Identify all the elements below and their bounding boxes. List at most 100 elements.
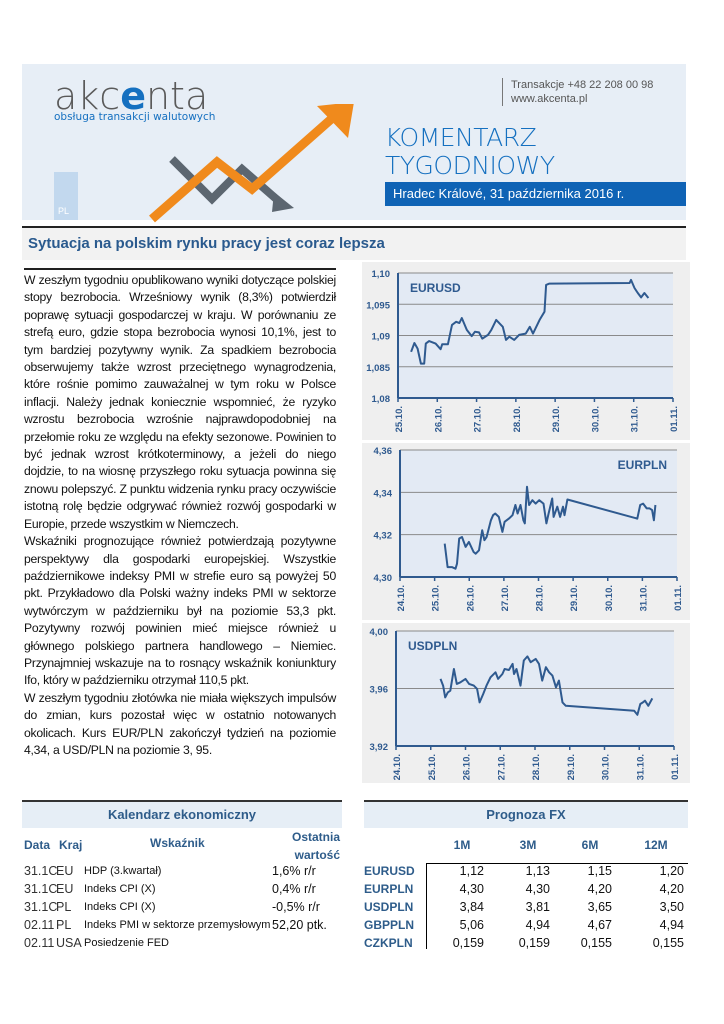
- x-tick-label: 25.10.: [394, 406, 405, 432]
- cell-date: 31.1C: [24, 900, 58, 914]
- y-tick-label: 1,09: [372, 332, 391, 343]
- cell-forecast-value: 1,12: [459, 864, 484, 878]
- cell-forecast-value: 4,94: [659, 918, 684, 932]
- x-tick-label: 25.10.: [431, 585, 442, 611]
- chart-title: EURPLN: [618, 458, 667, 472]
- table-row: EURUSD 1,12 1,13 1,15 1,20: [364, 864, 688, 882]
- x-tick-label: 31.10.: [635, 754, 646, 780]
- col-header-last-line1: Ostatnia: [291, 830, 340, 844]
- x-tick-label: 31.10.: [630, 406, 641, 432]
- header-banner: akcenta obsługa transakcji walutowych Tr…: [22, 64, 686, 223]
- x-tick-label: 28.10.: [512, 406, 523, 432]
- x-tick-label: 26.10.: [433, 406, 444, 432]
- cell-forecast-value: 3,81: [525, 900, 550, 914]
- y-tick-label: 4,00: [370, 627, 389, 638]
- cell-country: PL: [56, 918, 72, 932]
- col-header-6m: 6M: [581, 838, 599, 852]
- cell-forecast-value: 4,67: [587, 918, 612, 932]
- col-header-12m: 12M: [644, 838, 668, 852]
- cell-date: 02.11: [24, 936, 55, 950]
- y-tick-label: 4,36: [374, 446, 393, 457]
- cell-pair: USDPLN: [364, 900, 414, 914]
- x-tick-label: 27.10.: [500, 585, 511, 611]
- gray-arrowhead: [272, 192, 294, 212]
- forecast-title: Prognoza FX: [364, 800, 688, 828]
- calendar-title: Kalendarz ekonomiczny: [22, 800, 342, 828]
- cell-country: USA: [56, 936, 82, 950]
- cell-country: PL: [56, 900, 72, 914]
- x-tick-label: 01.11.: [673, 585, 684, 611]
- y-tick-label: 1,10: [372, 269, 391, 280]
- x-tick-label: 24.10.: [396, 585, 407, 611]
- series-line-eurpln: [443, 485, 657, 570]
- x-tick-label: 25.10.: [427, 754, 438, 780]
- table-row: EURPLN 4,30 4,30 4,20 4,20: [364, 882, 688, 900]
- contact-phone: Transakcje +48 22 208 00 98: [511, 79, 654, 91]
- table-row: 31.1C EU Indeks CPI (X) 0,4% r/r: [22, 882, 342, 900]
- x-tick-label: 30.10.: [590, 406, 601, 432]
- cell-value: -0,5% r/r: [272, 900, 320, 914]
- cell-forecast-value: 4,20: [659, 882, 684, 896]
- x-tick-label: 27.10.: [473, 406, 484, 432]
- article-paragraph: W zeszłym tygodniu złotówka nie miała wi…: [24, 690, 336, 757]
- cell-pair: EURUSD: [364, 864, 415, 878]
- y-tick-label: 3,96: [370, 685, 389, 696]
- col-header-last-line2: wartość: [294, 848, 340, 862]
- table-row: 02.11 PL Indeks PMI w sektorze przemysłowy…: [22, 918, 342, 936]
- eurusd-chart-panel: 1,08 1,085 1,09 1,095 1,10 25.10. 26.10. 27.10.…: [362, 262, 690, 440]
- orange-arrowhead: [317, 104, 354, 138]
- cell-forecast-value: 1,20: [659, 864, 684, 878]
- cell-value: 0,4% r/r: [272, 882, 316, 896]
- col-header-indicator: Wskaźnik: [150, 836, 205, 850]
- cell-indicator: HDP (3.kwartał): [84, 865, 162, 877]
- cell-pair: EURPLN: [364, 882, 414, 896]
- cell-forecast-value: 4,94: [525, 918, 550, 932]
- article-paragraph: Wskaźniki prognozujące również potwierdz…: [24, 534, 336, 688]
- language-badge: PL: [54, 172, 78, 220]
- y-tick-label: 1,095: [366, 300, 390, 311]
- series-line-eurusd: [410, 278, 650, 365]
- table-row: USDPLN 3,84 3,81 3,65 3,50: [364, 900, 688, 918]
- x-tick-label: 24.10.: [392, 754, 403, 780]
- x-tick-label: 28.10.: [535, 585, 546, 611]
- table-frame: [426, 863, 688, 949]
- x-tick-label: 31.10.: [638, 585, 649, 611]
- cell-indicator: Indeks CPI (X): [84, 901, 156, 913]
- x-tick-label: 28.10.: [531, 754, 542, 780]
- cell-forecast-value: 0,155: [580, 936, 612, 950]
- cell-indicator: Posiedzenie FED: [84, 937, 169, 949]
- article-paragraph: W zeszłym tygodniu opublikowano wyniki d…: [24, 273, 336, 531]
- x-tick-label: 30.10.: [604, 585, 615, 611]
- contact-info: Transakcje +48 22 208 00 98 www.akcenta.…: [502, 78, 653, 106]
- cell-indicator: Indeks PMI w sektorze przemysłowym: [84, 919, 271, 931]
- cell-value: 52,20 ptk.: [272, 918, 327, 932]
- col-header-last-value: Ostatnia wartość: [280, 828, 340, 864]
- article-body: W zeszłym tygodniu opublikowano wyniki d…: [24, 268, 336, 759]
- eurusd-chart: 1,08 1,085 1,09 1,095 1,10 25.10. 26.10. 27.10.…: [366, 269, 680, 432]
- cell-date: 02.11: [24, 918, 55, 932]
- date-bar: Hradec Králové, 31 października 2016 r.: [385, 182, 686, 206]
- col-header-3m: 3M: [519, 838, 537, 852]
- cell-forecast-value: 3,50: [659, 900, 684, 914]
- table-row: GBPPLN 5,06 4,94 4,67 4,94: [364, 918, 688, 936]
- x-tick-label: 29.10.: [566, 754, 577, 780]
- x-tick-label: 26.10.: [462, 754, 473, 780]
- report-title: KOMENTARZ TYGODNIOWY: [385, 124, 555, 180]
- cell-pair: CZKPLN: [364, 936, 413, 950]
- x-tick-label: 30.10.: [601, 754, 612, 780]
- cell-forecast-value: 4,30: [459, 882, 484, 896]
- cell-forecast-value: 3,84: [459, 900, 484, 914]
- usdpln-chart-panel: 3,92 3,96 4,00 24.10. 25.10. 26.10. 27.10. 28.1…: [362, 623, 690, 783]
- cell-forecast-value: 0,155: [652, 936, 684, 950]
- eurpln-chart-panel: 4,30 4,32 4,34 4,36 24.10. 25.10. 26.10. 27.10.…: [362, 443, 690, 620]
- usdpln-chart: 3,92 3,96 4,00 24.10. 25.10. 26.10. 27.10. 28.1…: [370, 627, 682, 780]
- table-row: 02.11 USA Posiedzenie FED: [22, 936, 342, 954]
- col-header-1m: 1M: [453, 838, 471, 852]
- y-tick-label: 4,30: [374, 573, 393, 584]
- cell-country: EU: [56, 864, 74, 878]
- article-heading: Sytuacja na polskim rynku pracy jest cor…: [22, 226, 686, 260]
- orange-trend-line: [149, 110, 340, 223]
- x-tick-label: 26.10.: [465, 585, 476, 611]
- cell-forecast-value: 5,06: [459, 918, 484, 932]
- y-tick-label: 4,34: [374, 488, 393, 499]
